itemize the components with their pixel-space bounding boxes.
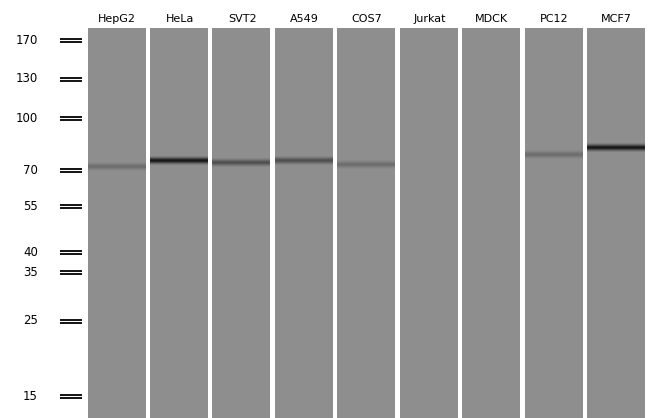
- Text: 55: 55: [23, 199, 38, 212]
- Text: 70: 70: [23, 163, 38, 176]
- Text: 170: 170: [16, 33, 38, 46]
- Text: SVT2: SVT2: [227, 14, 256, 24]
- Text: 35: 35: [23, 265, 38, 278]
- Text: HeLa: HeLa: [166, 14, 194, 24]
- Text: COS7: COS7: [352, 14, 382, 24]
- Text: 15: 15: [23, 390, 38, 403]
- Text: MDCK: MDCK: [475, 14, 508, 24]
- Text: PC12: PC12: [540, 14, 569, 24]
- Text: A549: A549: [290, 14, 319, 24]
- Text: 25: 25: [23, 314, 38, 327]
- Text: 100: 100: [16, 112, 38, 125]
- Text: MCF7: MCF7: [601, 14, 632, 24]
- Text: Jurkat: Jurkat: [413, 14, 446, 24]
- Text: 40: 40: [23, 245, 38, 258]
- Text: 130: 130: [16, 72, 38, 86]
- Text: HepG2: HepG2: [98, 14, 136, 24]
